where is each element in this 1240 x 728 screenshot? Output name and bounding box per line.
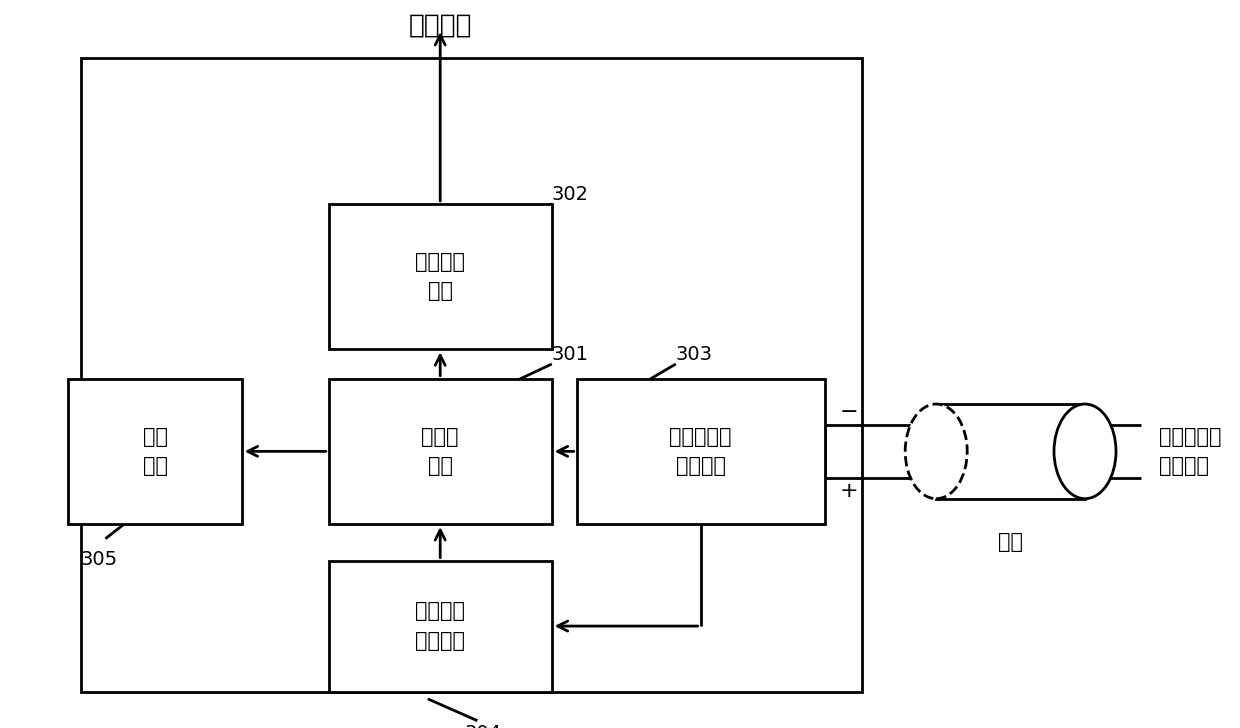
- Text: 信号隔离与
调理电路: 信号隔离与 调理电路: [670, 427, 732, 476]
- Text: 302: 302: [552, 185, 589, 204]
- Bar: [577, 379, 825, 524]
- Text: 逆变电路: 逆变电路: [408, 12, 472, 39]
- Text: 主控制
芯片: 主控制 芯片: [422, 427, 459, 476]
- Ellipse shape: [905, 404, 967, 499]
- Text: 充电过压
保护电路: 充电过压 保护电路: [415, 601, 465, 651]
- Text: 304: 304: [465, 724, 502, 728]
- Text: −: −: [839, 402, 858, 422]
- Bar: [329, 204, 552, 349]
- Text: 303: 303: [676, 345, 713, 364]
- Text: 305: 305: [81, 550, 118, 569]
- Bar: [936, 404, 1085, 499]
- Text: 显示
电路: 显示 电路: [143, 427, 167, 476]
- Bar: [329, 379, 552, 524]
- Ellipse shape: [1054, 404, 1116, 499]
- Bar: [329, 561, 552, 692]
- Bar: [81, 58, 862, 692]
- Text: 301: 301: [552, 345, 589, 364]
- Text: +: +: [839, 481, 858, 501]
- Bar: [68, 379, 242, 524]
- Text: 电阻分压器
输出信号: 电阻分压器 输出信号: [1159, 427, 1221, 476]
- Text: 电缆: 电缆: [998, 532, 1023, 553]
- Text: 功率驱动
电路: 功率驱动 电路: [415, 252, 465, 301]
